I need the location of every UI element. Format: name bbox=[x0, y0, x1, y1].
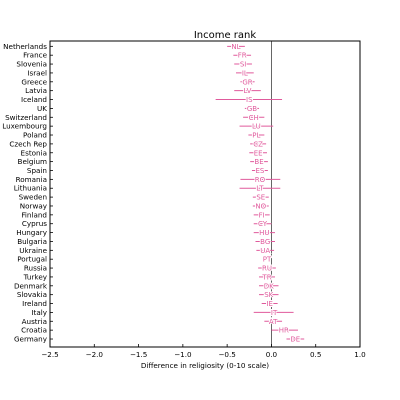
y-label-ro: Romania bbox=[16, 175, 47, 184]
country-code-si: SI bbox=[240, 61, 247, 69]
country-code-il: IL bbox=[242, 69, 248, 77]
x-tick-label-4: −0.5 bbox=[218, 350, 235, 359]
y-label-pl: Poland bbox=[23, 131, 47, 140]
x-axis-ticks: −2.5 −2.0 −1.5 −1.0 −0.5 0.0 0.5 1.0 bbox=[41, 344, 366, 359]
y-label-ru: Russia bbox=[24, 264, 47, 273]
x-tick-label-3: −1.0 bbox=[174, 350, 192, 359]
y-label-lv: Latvia bbox=[25, 86, 47, 95]
y-label-cz: Czech Rep bbox=[9, 139, 47, 148]
y-label-at: Austria bbox=[22, 317, 47, 326]
y-label-be: Belgium bbox=[18, 157, 47, 166]
y-label-sk: Slovakia bbox=[17, 290, 47, 299]
y-label-hr: Croatia bbox=[21, 326, 47, 335]
country-code-ua: UA bbox=[260, 247, 270, 255]
y-label-gr: Greece bbox=[21, 77, 47, 86]
country-code-cy: CY bbox=[258, 220, 268, 228]
y-label-ch: Switzerland bbox=[5, 113, 47, 122]
x-tick-label-6: 0.5 bbox=[310, 350, 321, 359]
country-code-se: SE bbox=[256, 194, 265, 202]
country-code-pt: PT bbox=[263, 256, 272, 264]
y-label-it: Italy bbox=[31, 308, 47, 317]
country-code-ru: RU bbox=[262, 265, 272, 273]
country-code-no: NO bbox=[255, 202, 266, 210]
country-code-labels: NLFRSIILGRLVISGBCHLUPLCZEEBEESROLTSENOFI… bbox=[230, 42, 301, 345]
y-label-ie: Ireland bbox=[22, 299, 47, 308]
y-label-se: Sweden bbox=[19, 193, 47, 202]
y-axis-country-labels: NetherlandsFranceSloveniaIsraelGreeceLat… bbox=[2, 42, 53, 344]
y-label-es: Spain bbox=[27, 166, 47, 175]
x-tick-label-0: −2.5 bbox=[41, 350, 58, 359]
y-label-si: Slovenia bbox=[16, 60, 47, 69]
y-label-is: Iceland bbox=[21, 95, 47, 104]
y-label-de: Germany bbox=[14, 335, 48, 344]
country-code-ie: IE bbox=[266, 300, 273, 308]
country-code-ee: EE bbox=[254, 149, 263, 157]
country-code-gr: GR bbox=[242, 78, 252, 86]
country-code-bg: BG bbox=[260, 238, 270, 246]
country-code-be: BE bbox=[254, 158, 263, 166]
country-code-ro: RO bbox=[255, 176, 266, 184]
x-tick-label-7: 1.0 bbox=[354, 350, 366, 359]
x-tick-label-5: 0.0 bbox=[266, 350, 278, 359]
x-axis-label: Difference in religiosity (0-10 scale) bbox=[141, 361, 269, 370]
y-label-il: Israel bbox=[27, 68, 47, 77]
country-code-fi: FI bbox=[259, 211, 265, 219]
y-label-tr: Turkey bbox=[23, 272, 48, 281]
country-code-cz: CZ bbox=[253, 140, 263, 148]
country-code-hr: HR bbox=[279, 327, 289, 335]
y-label-gb: UK bbox=[37, 104, 47, 113]
country-code-ch: CH bbox=[249, 114, 259, 122]
country-code-es: ES bbox=[255, 167, 264, 175]
y-label-cy: Cyprus bbox=[22, 219, 47, 228]
country-code-dk: DK bbox=[264, 282, 274, 290]
country-code-it: IT bbox=[271, 309, 278, 317]
country-code-hu: HU bbox=[259, 229, 269, 237]
y-label-fi: Finland bbox=[21, 210, 47, 219]
y-label-lt: Lithuania bbox=[14, 184, 47, 193]
country-code-de: DE bbox=[290, 336, 300, 344]
y-label-lu: Luxembourg bbox=[2, 122, 47, 131]
x-tick-label-1: −2.0 bbox=[86, 350, 104, 359]
y-label-hu: Hungary bbox=[16, 228, 47, 237]
y-label-ua: Ukraine bbox=[19, 246, 47, 255]
confidence-intervals bbox=[215, 45, 305, 340]
country-code-fr: FR bbox=[238, 52, 247, 60]
y-label-fr: France bbox=[23, 51, 47, 60]
x-tick-label-2: −1.5 bbox=[130, 350, 147, 359]
plot-area-frame bbox=[49, 40, 361, 348]
y-label-dk: Denmark bbox=[14, 281, 48, 290]
country-code-lt: LT bbox=[256, 185, 264, 193]
y-label-pt: Portugal bbox=[17, 255, 47, 264]
country-code-nl: NL bbox=[231, 43, 240, 51]
country-code-is: IS bbox=[246, 96, 253, 104]
y-label-bg: Bulgaria bbox=[17, 237, 47, 246]
chart-title: Income rank bbox=[194, 30, 257, 41]
country-code-gb: GB bbox=[247, 105, 257, 113]
y-label-nl: Netherlands bbox=[3, 42, 47, 51]
country-code-lv: LV bbox=[244, 87, 252, 95]
country-code-tr: TR bbox=[261, 273, 271, 281]
country-code-pl: PL bbox=[252, 132, 260, 140]
y-label-ee: Estonia bbox=[21, 148, 47, 157]
country-code-sk: SK bbox=[264, 291, 273, 299]
country-code-at: AT bbox=[269, 318, 278, 326]
country-code-lu: LU bbox=[252, 123, 261, 131]
y-label-no: Norway bbox=[20, 201, 48, 210]
